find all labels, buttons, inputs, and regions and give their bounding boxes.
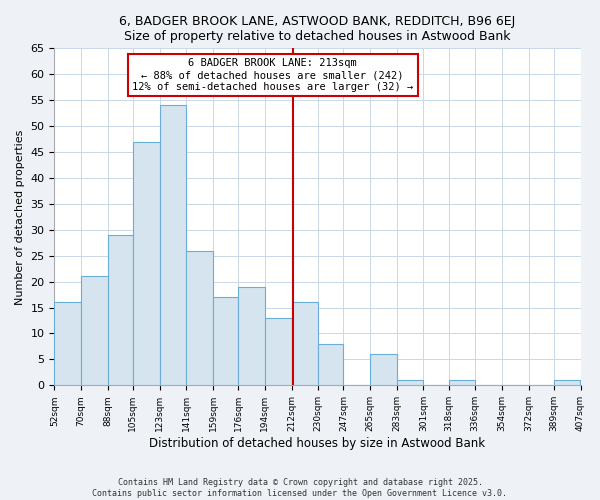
Y-axis label: Number of detached properties: Number of detached properties xyxy=(15,129,25,304)
Bar xyxy=(213,297,238,386)
Bar xyxy=(238,287,265,386)
Title: 6, BADGER BROOK LANE, ASTWOOD BANK, REDDITCH, B96 6EJ
Size of property relative : 6, BADGER BROOK LANE, ASTWOOD BANK, REDD… xyxy=(119,15,515,43)
X-axis label: Distribution of detached houses by size in Astwood Bank: Distribution of detached houses by size … xyxy=(149,437,485,450)
Bar xyxy=(81,276,108,386)
Bar xyxy=(292,302,318,386)
Bar xyxy=(370,354,397,386)
Bar xyxy=(265,318,292,386)
Bar xyxy=(554,380,580,386)
Bar xyxy=(397,380,424,386)
Bar xyxy=(318,344,343,386)
Bar xyxy=(55,302,81,386)
Bar xyxy=(449,380,475,386)
Text: 6 BADGER BROOK LANE: 213sqm
← 88% of detached houses are smaller (242)
12% of se: 6 BADGER BROOK LANE: 213sqm ← 88% of det… xyxy=(132,58,413,92)
Bar xyxy=(108,235,133,386)
Bar xyxy=(133,142,160,386)
Bar xyxy=(186,250,213,386)
Text: Contains HM Land Registry data © Crown copyright and database right 2025.
Contai: Contains HM Land Registry data © Crown c… xyxy=(92,478,508,498)
Bar xyxy=(160,106,186,386)
